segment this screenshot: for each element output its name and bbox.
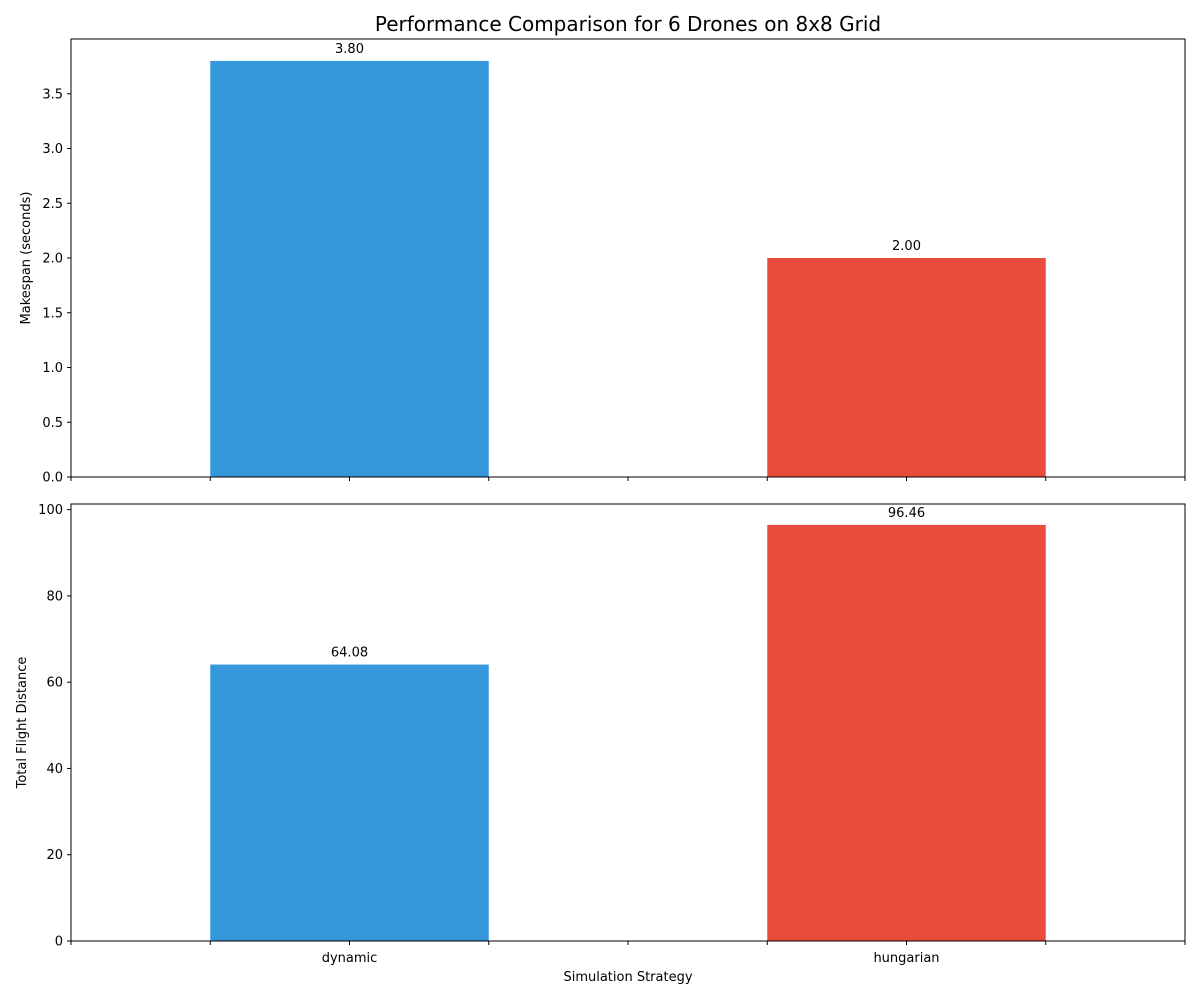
x-axis-label: Simulation Strategy: [563, 970, 692, 985]
data-label-hungarian: 96.46: [888, 506, 925, 521]
y-axis-label: Total Flight Distance: [15, 657, 30, 790]
y-tick-label: 40: [46, 762, 63, 777]
data-label-hungarian: 2.00: [892, 239, 921, 254]
bar-hungarian: [767, 258, 1046, 477]
y-axis-label: Makespan (seconds): [19, 192, 34, 325]
y-tick-label: 0.0: [42, 471, 63, 486]
y-tick-label: 1.0: [42, 361, 63, 376]
y-tick-label: 60: [46, 676, 63, 691]
y-tick-label: 2.0: [42, 252, 63, 267]
bar-hungarian: [767, 524, 1046, 941]
y-tick-label: 80: [46, 589, 63, 604]
y-tick-label: 0: [55, 935, 63, 950]
y-tick-label: 20: [46, 848, 63, 863]
category-label-dynamic: dynamic: [322, 951, 378, 966]
data-label-dynamic: 3.80: [335, 42, 364, 57]
y-tick-label: 3.0: [42, 142, 63, 157]
bar-dynamic: [210, 60, 489, 478]
bar-dynamic: [210, 664, 489, 941]
y-tick-label: 1.5: [42, 306, 63, 321]
data-label-dynamic: 64.08: [331, 646, 368, 661]
category-label-hungarian: hungarian: [873, 951, 939, 966]
flight-distance-chart: 64.08 96.46 0 20 40 60 80 100 dynamic hungarian To…: [15, 503, 1186, 985]
chart-title: Performance Comparison for 6 Drones on 8…: [375, 12, 881, 36]
y-tick-label: 100: [38, 503, 63, 518]
y-tick-label: 2.5: [42, 197, 63, 212]
y-tick-label: 0.5: [42, 416, 63, 431]
makespan-chart: 3.80 2.00 0.0 0.5 1.0 1.5 2.0 2.5 3.0 3.5 Makespan…: [19, 38, 1186, 486]
y-tick-label: 3.5: [42, 87, 63, 102]
